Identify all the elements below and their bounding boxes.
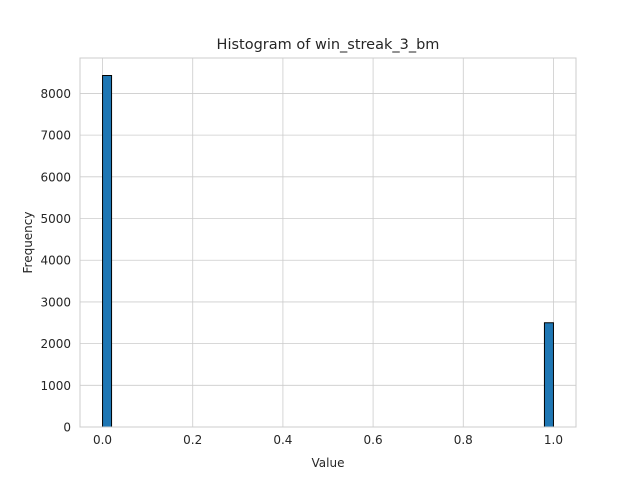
y-tick-label: 5000 [40,212,71,226]
y-tick-label: 8000 [40,87,71,101]
x-tick-labels: 0.0 0.2 0.4 0.6 0.8 1.0 [93,433,563,447]
x-tick-label: 0.8 [454,433,473,447]
x-tick-label: 0.2 [183,433,202,447]
y-tick-labels: 0 1000 2000 3000 4000 5000 6000 7000 8000 [40,87,71,435]
y-tick-label: 1000 [40,379,71,393]
x-axis-label: Value [312,456,345,470]
y-axis-label: Frequency [21,212,35,274]
y-tick-label: 6000 [40,170,71,184]
x-tick-label: 0.6 [364,433,383,447]
bars-layer [102,75,554,428]
y-tick-label: 3000 [40,295,71,309]
plot-frame [79,57,577,428]
chart-title: Histogram of win_streak_3_bm [217,37,440,53]
x-tick-label: 1.0 [544,433,563,447]
histogram-bar [102,75,113,428]
y-tick-label: 0 [63,421,71,435]
y-tick-label: 7000 [40,129,71,143]
grid-layer [80,58,576,428]
histogram-bar [543,322,554,428]
y-tick-label: 4000 [40,254,71,268]
x-tick-label: 0.0 [93,433,112,447]
y-tick-label: 2000 [40,337,71,351]
x-tick-label: 0.4 [273,433,292,447]
